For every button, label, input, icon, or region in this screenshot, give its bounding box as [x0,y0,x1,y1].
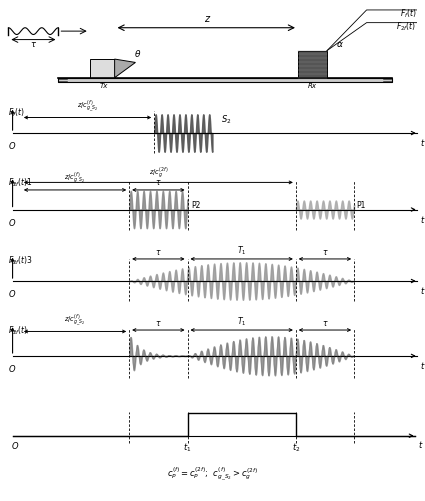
Text: $F_{2f}(t)1$: $F_{2f}(t)1$ [8,176,33,188]
Text: $t$: $t$ [419,285,425,296]
Text: $\theta$: $\theta$ [134,48,141,59]
Text: $O$: $O$ [8,287,17,298]
Text: $\alpha$: $\alpha$ [336,40,343,49]
Text: $c_P^{(f)} = c_P^{(2f)}$;  $c_{g\_S_2}^{(f)} > c_g^{(2f)}$: $c_P^{(f)} = c_P^{(2f)}$; $c_{g\_S_2}^{(… [167,465,258,482]
Bar [58,79,391,83]
Text: $T_1$: $T_1$ [237,244,246,257]
Text: $F_{2f}(t)$: $F_{2f}(t)$ [397,20,416,33]
Text: $\tau$: $\tau$ [30,40,37,49]
Text: $O$: $O$ [8,139,17,150]
Text: $z/c_{g\_S_2}^{(f)}$: $z/c_{g\_S_2}^{(f)}$ [65,171,86,187]
Text: $O$: $O$ [11,439,19,450]
Text: $z/c_g^{(2f)}$: $z/c_g^{(2f)}$ [149,165,168,179]
Text: $z/c_{g\_S_2}^{(f)}$: $z/c_{g\_S_2}^{(f)}$ [77,99,98,115]
Text: $t$: $t$ [419,214,425,225]
Bar [298,52,327,79]
Text: $O$: $O$ [8,363,17,373]
Text: $\tau$: $\tau$ [322,247,328,257]
Text: $F_f(t)$: $F_f(t)$ [8,107,25,119]
Text: $\tau$: $\tau$ [155,178,162,187]
Text: z: z [204,14,209,24]
Text: P1: P1 [356,200,366,209]
Text: $t$: $t$ [419,360,425,371]
Text: $F_f(t)$: $F_f(t)$ [400,8,416,20]
Text: $F_{2f}(t)$: $F_{2f}(t)$ [8,324,28,336]
Text: $t_1$: $t_1$ [183,441,192,453]
Polygon shape [90,60,115,79]
Text: Tx: Tx [100,83,108,89]
Text: $S_2$: $S_2$ [221,114,231,126]
Text: $\tau$: $\tau$ [155,318,162,327]
Text: Rx: Rx [308,83,317,89]
Text: $\tau$: $\tau$ [322,318,328,327]
Text: $t_2$: $t_2$ [292,441,300,453]
Text: $O$: $O$ [8,217,17,228]
Polygon shape [115,60,136,79]
Text: $t$: $t$ [418,438,423,449]
Text: P2: P2 [192,200,201,209]
Text: $T_1$: $T_1$ [237,315,246,327]
Text: $z/c_{g\_S_2}^{(f)}$: $z/c_{g\_S_2}^{(f)}$ [65,312,86,328]
Text: $\tau$: $\tau$ [155,247,162,257]
Text: $F_{2f}(t)3$: $F_{2f}(t)3$ [8,255,34,267]
Text: $t$: $t$ [419,137,425,148]
